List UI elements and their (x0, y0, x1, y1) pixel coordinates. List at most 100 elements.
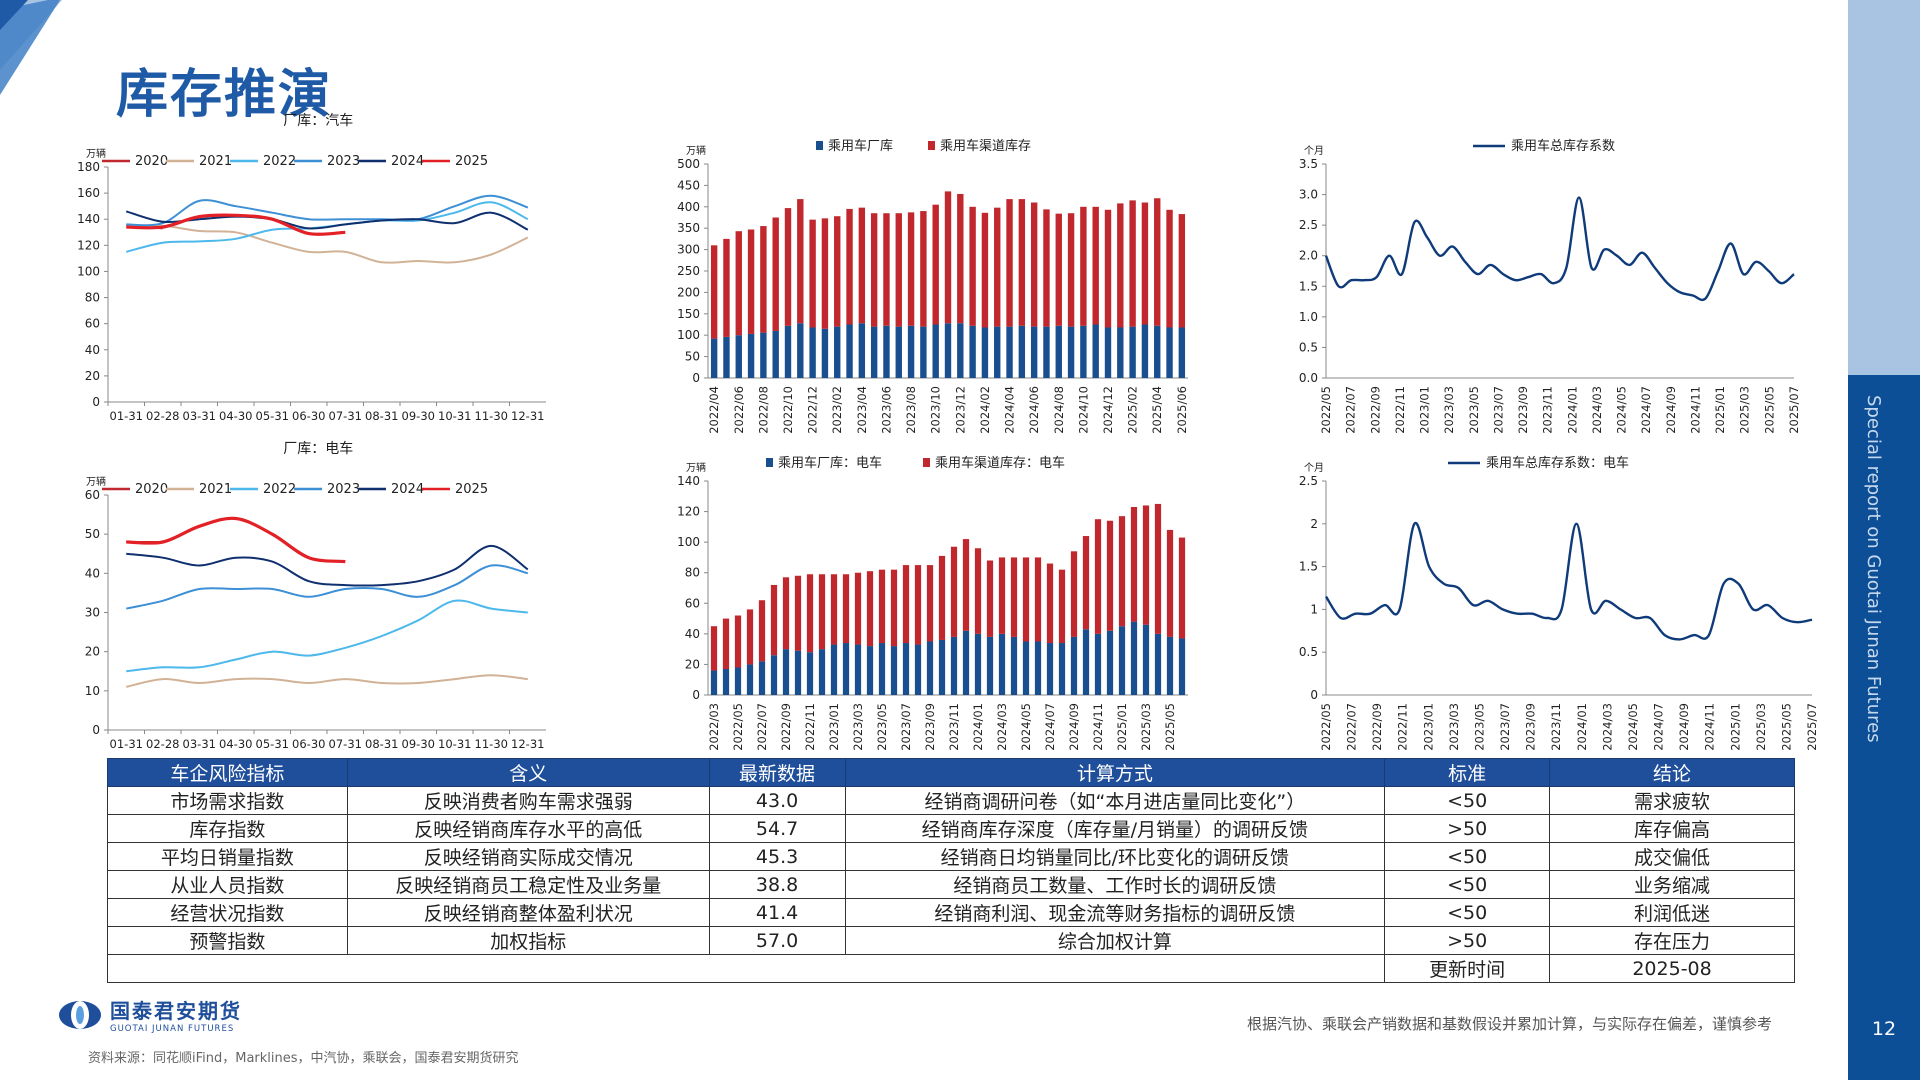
bar-segment (1130, 506, 1138, 622)
x-tick-label: 10-31 (438, 409, 471, 423)
x-tick-label: 2023/08 (904, 386, 918, 434)
y-tick-label: 20 (685, 657, 700, 671)
bar-segment (938, 639, 946, 695)
table-cell: 45.3 (708, 842, 846, 871)
bar-segment (1094, 633, 1102, 695)
column-header: 标准 (1384, 758, 1551, 787)
bar-segment (1178, 638, 1186, 695)
x-tick-label: 2025/05 (1163, 703, 1177, 751)
x-tick-label: 2024/05 (1626, 703, 1640, 751)
x-tick-label: 06-30 (292, 409, 325, 423)
x-tick-label: 2023/05 (1467, 386, 1481, 434)
bar-segment (746, 664, 754, 695)
bar-segment (994, 326, 1001, 378)
y-tick-label: 2.5 (1299, 474, 1318, 488)
y-tick-label: 80 (685, 566, 700, 580)
table-cell: 经销商日均销量同比/环比变化的调研反馈 (844, 842, 1386, 871)
y-tick-label: 60 (85, 488, 100, 502)
x-tick-label: 2024/01 (1565, 386, 1579, 434)
bar-segment (1142, 624, 1150, 695)
bar-segment (1094, 519, 1102, 634)
table-cell: 反映经销商库存水平的高低 (346, 814, 710, 843)
y-tick-label: 0 (1310, 688, 1318, 702)
y-tick-label: 450 (677, 178, 700, 192)
bar-segment (794, 650, 802, 695)
bar-segment (821, 328, 829, 378)
x-tick-label: 01-31 (110, 737, 143, 751)
y-axis-unit: 个月 (1304, 462, 1324, 474)
bar-segment (1178, 214, 1186, 328)
table-header-row: 车企风险指标 含义 最新数据 计算方式 标准 结论 (107, 758, 1795, 787)
bar-segment (821, 218, 829, 329)
table-row: 市场需求指数 反映消费者购车需求强弱 43.0 经销商调研问卷（如“本月进店量同… (107, 786, 1795, 815)
bar-segment (1154, 198, 1161, 326)
bar-segment (932, 324, 939, 378)
x-tick-label: 2025/04 (1150, 386, 1164, 434)
bar-segment (770, 584, 778, 656)
bar-segment (1046, 563, 1054, 644)
bar-segment (1106, 630, 1114, 695)
y-axis-unit: 万辆 (686, 144, 706, 157)
y-tick-label: 100 (677, 535, 700, 549)
table-cell: 需求疲软 (1549, 786, 1795, 815)
y-tick-label: 120 (77, 238, 100, 252)
x-tick-label: 2022/09 (1368, 386, 1382, 434)
y-tick-label: 300 (677, 243, 700, 257)
x-tick-label: 2024/11 (1703, 703, 1717, 751)
table-cell: 库存偏高 (1549, 814, 1795, 843)
y-tick-label: 40 (85, 343, 100, 357)
x-tick-label: 07-31 (329, 409, 362, 423)
y-tick-label: 20 (85, 645, 100, 659)
y-tick-label: 1.5 (1299, 560, 1318, 574)
legend-label: 乘用车厂库 (828, 138, 893, 154)
y-tick-label: 200 (677, 285, 700, 299)
x-tick-label: 2024/11 (1091, 703, 1105, 751)
bar-segment (797, 323, 804, 378)
x-tick-label: 03-31 (183, 737, 216, 751)
chart-ev-inventory-coefficient: 0 0.5 1 1.5 2 2.5个月 2022/05 2022/07 2022/09 2022/… (1299, 455, 1819, 751)
bar-segment (1178, 537, 1186, 639)
x-tick-label: 2024/07 (1639, 386, 1653, 434)
bar-segment (723, 336, 730, 378)
bar-segment (1055, 325, 1062, 378)
y-tick-label: 140 (677, 474, 700, 488)
table-cell: 加权指标 (346, 926, 710, 955)
bar-segment (950, 636, 958, 695)
bar-segment (758, 600, 766, 662)
bar-segment (1142, 505, 1150, 625)
bar-segment (858, 323, 866, 378)
table-row: 经营状况指数 反映经销商整体盈利状况 41.4 经销商利润、现金流等财务指标的调… (107, 898, 1795, 927)
table-cell: 从业人员指数 (107, 870, 348, 899)
bar-segment (735, 231, 742, 336)
x-tick-label: 01-31 (110, 409, 143, 423)
bar-segment (1154, 325, 1161, 378)
bar-segment (866, 571, 874, 647)
y-tick-label: 50 (85, 527, 100, 541)
bar-segment (1018, 325, 1026, 378)
bar-segment (1118, 626, 1126, 695)
x-tick-label: 2023/03 (851, 703, 865, 751)
legend-label: 2021 (199, 482, 232, 497)
x-tick-label: 2025/03 (1738, 386, 1752, 434)
bar-segment (1070, 551, 1078, 637)
x-tick-label: 2024/10 (1076, 386, 1090, 434)
chart-total-inventory-coefficient: 0.0 0.5 1.0 1.5 2.0 2.5 3.0 3.5个月 2022/05 2022/07… (1299, 138, 1801, 434)
bar-segment (782, 577, 790, 650)
table-cell: 经销商员工数量、工作时长的调研反馈 (844, 870, 1386, 899)
bar-segment (782, 649, 790, 695)
table-cell: 库存指数 (107, 814, 348, 843)
bar-segment (760, 332, 767, 378)
x-tick-label: 2022/03 (707, 703, 721, 751)
bar-segment (1018, 199, 1026, 326)
table-cell: 反映经销商整体盈利状况 (346, 898, 710, 927)
bar-segment (1055, 213, 1062, 326)
bar-segment (866, 646, 874, 695)
bar-segment (858, 207, 866, 324)
bar-segment (1178, 327, 1186, 378)
update-label: 更新时间 (1384, 954, 1551, 983)
y-tick-label: 40 (685, 627, 700, 641)
series-line-2024 (126, 544, 529, 587)
bar-segment (902, 565, 910, 644)
legend-label: 2022 (263, 482, 296, 497)
